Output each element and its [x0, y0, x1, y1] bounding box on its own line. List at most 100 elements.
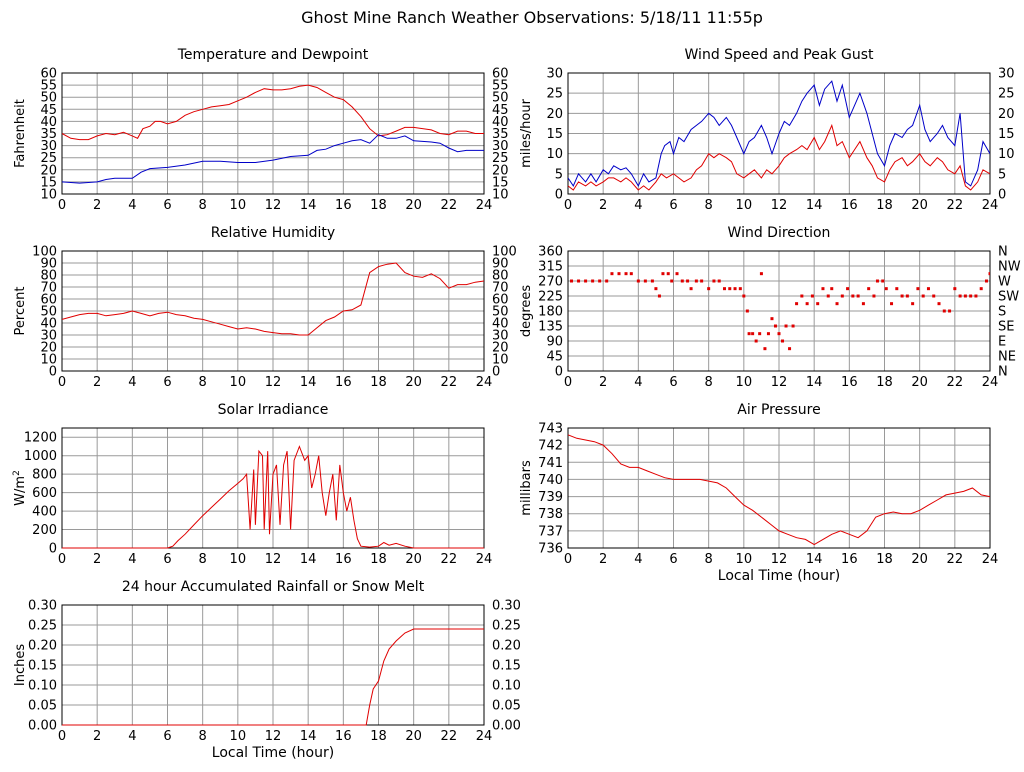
data-point	[661, 272, 665, 276]
x-tick-label: 6	[669, 375, 677, 390]
compass-label: W	[998, 275, 1011, 290]
y-tick-label: 740	[538, 473, 563, 488]
y-tick-label: 55	[40, 79, 57, 94]
data-point	[884, 287, 888, 291]
chart-title: Temperature and Dewpoint	[177, 47, 369, 63]
x-tick-label: 20	[405, 375, 422, 390]
data-point	[911, 302, 915, 306]
y-tick-label: 0	[49, 542, 57, 557]
x-tick-label: 12	[265, 729, 282, 744]
y-axis-label: miles/hour	[519, 98, 534, 167]
data-point	[654, 287, 658, 291]
x-tick-label: 0	[58, 198, 66, 213]
chart-title: Relative Humidity	[211, 225, 335, 241]
data-point	[958, 294, 962, 298]
series-line-0	[62, 84, 484, 141]
data-point	[840, 294, 844, 298]
data-point	[821, 287, 825, 291]
data-point	[636, 279, 640, 283]
data-point	[617, 272, 621, 276]
data-point	[766, 332, 770, 336]
x-tick-label: 14	[300, 552, 317, 567]
y-tick-label: 739	[538, 490, 563, 505]
y-tick-label: 25	[40, 151, 57, 166]
y-tick-label: 200	[32, 523, 57, 538]
y-axis-label: Percent	[13, 287, 28, 336]
rain-chart: 24 hour Accumulated Rainfall or Snow Mel…	[13, 579, 521, 761]
x-tick-label: 20	[405, 552, 422, 567]
y-tick-label-right: 25	[492, 151, 509, 166]
y-tick-label: 741	[538, 456, 563, 471]
y-tick-label: 70	[40, 281, 57, 296]
x-tick-label: 8	[199, 375, 207, 390]
x-tick-label: 0	[564, 375, 572, 390]
y-tick-label-right: 0.05	[492, 699, 521, 714]
x-tick-label: 4	[128, 729, 136, 744]
y-tick-label-right: 0	[998, 188, 1006, 203]
y-tick-label: 743	[538, 422, 563, 437]
y-tick-label-right: 15	[492, 175, 509, 190]
data-point	[861, 302, 865, 306]
y-tick-label-right: 10	[492, 353, 509, 368]
x-tick-label: 8	[199, 198, 207, 213]
x-tick-label: 14	[300, 729, 317, 744]
x-tick-label: 2	[93, 198, 101, 213]
compass-label: N	[998, 365, 1008, 380]
y-tick-label-right: 90	[492, 257, 509, 272]
compass-label: S	[998, 305, 1006, 320]
data-point	[738, 287, 742, 291]
x-tick-label: 0	[58, 552, 66, 567]
x-tick-label: 10	[230, 198, 247, 213]
y-tick-label: 15	[546, 127, 563, 142]
y-tick-label: 40	[40, 317, 57, 332]
x-tick-label: 22	[441, 375, 458, 390]
x-tick-label: 12	[265, 552, 282, 567]
y-tick-label-right: 20	[998, 107, 1015, 122]
y-axis-label: Inches	[13, 644, 28, 686]
y-tick-label: 90	[546, 335, 563, 350]
y-tick-label: 100	[32, 245, 57, 260]
y-tick-label-right: 15	[998, 127, 1015, 142]
series-line-0	[62, 262, 484, 336]
y-tick-label: 30	[546, 67, 563, 82]
x-tick-label: 22	[441, 552, 458, 567]
y-tick-label: 135	[538, 320, 563, 335]
y-tick-label: 0	[49, 365, 57, 380]
x-tick-label: 8	[705, 198, 713, 213]
y-tick-label-right: 60	[492, 67, 509, 82]
y-tick-label-right: 50	[492, 91, 509, 106]
y-tick-label: 0	[555, 188, 563, 203]
data-point	[745, 309, 749, 313]
y-tick-label: 25	[546, 87, 563, 102]
data-point	[916, 287, 920, 291]
y-tick-label: 0.30	[28, 599, 57, 614]
compass-label: N	[998, 245, 1008, 260]
y-tick-label: 50	[40, 305, 57, 320]
y-tick-label: 315	[538, 260, 563, 275]
data-point	[974, 294, 978, 298]
y-tick-label: 742	[538, 439, 563, 454]
x-tick-label: 2	[93, 375, 101, 390]
y-tick-label-right: 80	[492, 269, 509, 284]
compass-label: E	[998, 335, 1006, 350]
y-tick-label: 400	[32, 505, 57, 520]
y-tick-label-right: 0.20	[492, 639, 521, 654]
y-tick-label: 10	[40, 188, 57, 203]
y-tick-label-right: 10	[492, 188, 509, 203]
data-point	[816, 302, 820, 306]
y-tick-label: 40	[40, 115, 57, 130]
y-tick-label: 0.15	[28, 659, 57, 674]
data-point	[722, 287, 726, 291]
data-point	[605, 279, 609, 283]
x-tick-label: 24	[476, 552, 493, 567]
data-point	[624, 272, 628, 276]
data-point	[872, 294, 876, 298]
y-tick-label: 80	[40, 269, 57, 284]
data-point	[784, 324, 788, 328]
x-tick-label: 10	[230, 375, 247, 390]
data-point	[598, 279, 602, 283]
y-tick-label: 10	[546, 147, 563, 162]
x-tick-label: 6	[163, 198, 171, 213]
